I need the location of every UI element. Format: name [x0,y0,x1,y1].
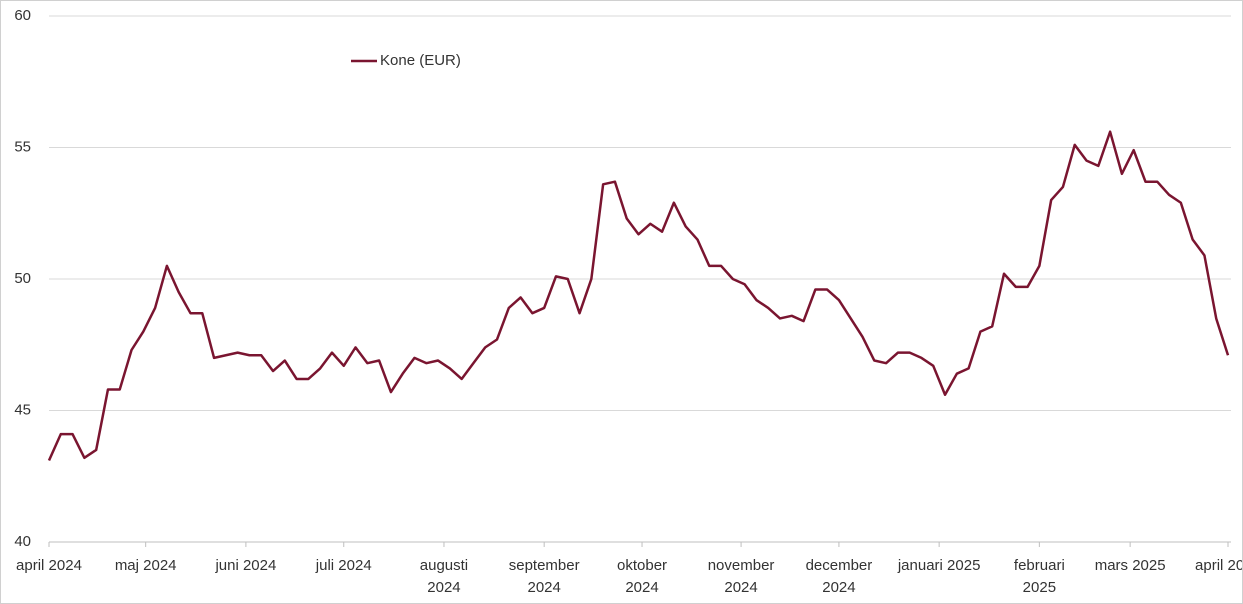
x-tick-label: mars 2025 [1094,557,1166,574]
x-tick-label: augusti 2024 [419,557,469,596]
x-tick-label: april 2024 [16,557,82,574]
y-tick-label: 55 [14,138,31,155]
line-series [47,130,1230,461]
x-tick-label: september 2024 [508,557,580,596]
x-tick-label: maj 2024 [114,557,177,574]
x-tick-label: december 2024 [805,557,873,596]
x-tick-label: november 2024 [707,557,775,596]
y-tick-label: 40 [14,533,31,550]
x-tick-label: juni 2024 [215,557,277,574]
x-tick-label: april 2025 [1195,557,1243,574]
y-tick-label: 50 [14,270,31,287]
y-tick-label: 45 [14,401,31,418]
x-tick-label: oktober 2024 [617,557,668,596]
x-tick-label: januari 2025 [897,557,981,574]
legend-label: Kone (EUR) [380,52,461,69]
x-tick-label: juli 2024 [315,557,372,574]
y-tick-label: 60 [14,7,31,24]
x-tick-label: februari 2025 [1013,557,1065,596]
